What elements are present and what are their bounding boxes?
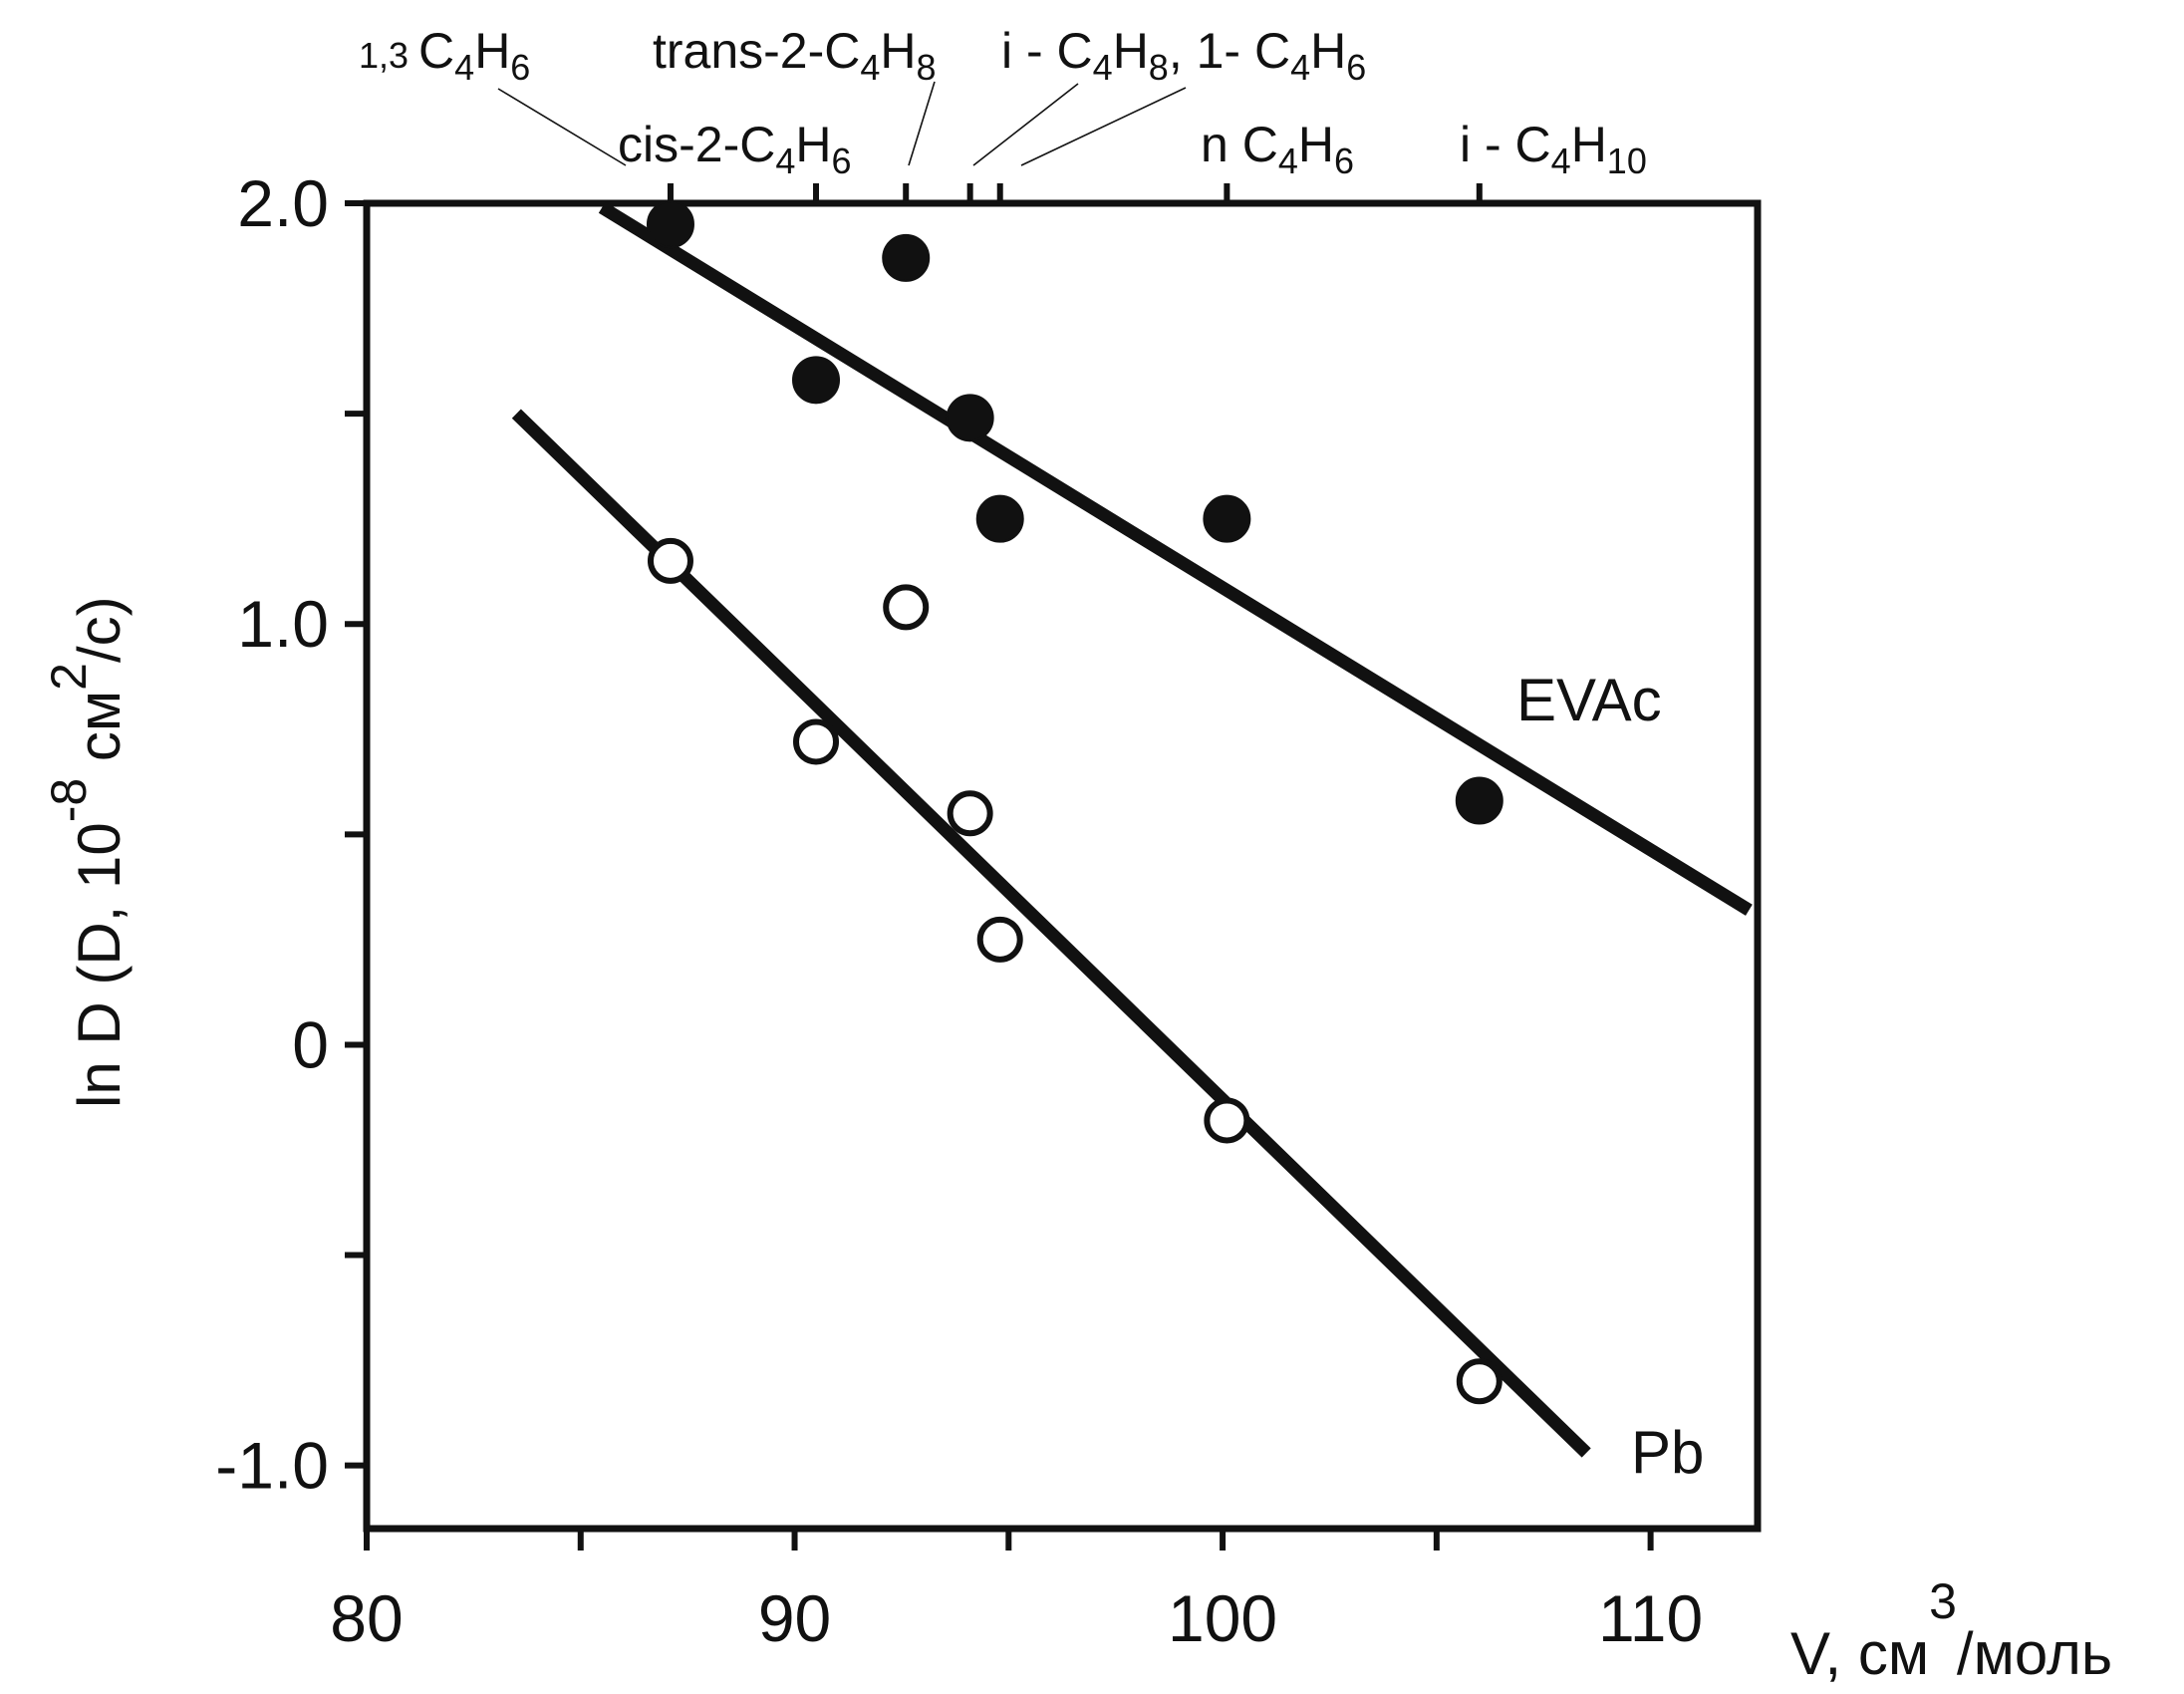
y-axis-title-part: ln D (D, 10 xyxy=(66,822,133,1108)
plot-frame xyxy=(363,199,1762,1533)
series-label-evac: EVAc xyxy=(1516,667,1662,733)
molecule-subscript: 6 xyxy=(1346,47,1366,88)
molecule-label-13-butadiene: 1,3 C4H6 xyxy=(359,23,530,88)
molecule-text: , 1- C xyxy=(1169,23,1290,79)
leader-line-trans-2 xyxy=(908,81,936,166)
molecule-subscript: 10 xyxy=(1607,141,1647,181)
molecule-subscript: 8 xyxy=(1149,47,1169,88)
molecule-text: H xyxy=(1310,23,1346,79)
molecule-text: 1,3 xyxy=(359,35,418,76)
molecule-label-cis-2: cis-2-C4H6 xyxy=(618,117,852,181)
molecule-text: H xyxy=(1298,117,1334,172)
y-tick-label: 2.0 xyxy=(237,166,329,240)
fit-line-pb xyxy=(511,409,1591,1458)
molecule-text: H xyxy=(795,117,831,172)
molecule-subscript: 4 xyxy=(775,141,795,181)
y-axis-title-part: /c) xyxy=(66,596,133,663)
molecule-label-iso-butene: i - C4H8, 1- C4H6 xyxy=(1001,23,1366,88)
y-axis-title-sup: -8 xyxy=(41,778,97,822)
data-point-evac xyxy=(792,356,841,405)
x-axis-title-tail: /моль xyxy=(1957,1620,2112,1687)
molecule-leader-lines xyxy=(497,81,1187,166)
axis-ticks xyxy=(345,183,1654,1551)
data-points xyxy=(646,200,1503,1405)
regression-lines xyxy=(511,201,1753,1458)
data-point-pb xyxy=(976,916,1023,963)
y-axis-title-part: см xyxy=(66,691,133,778)
x-tick-label: 110 xyxy=(1598,1581,1703,1655)
data-point-pb xyxy=(883,584,930,631)
data-point-pb xyxy=(793,718,840,765)
molecule-subscript: 8 xyxy=(917,47,937,88)
molecule-text: i - C xyxy=(1460,117,1551,172)
y-axis-title: ln D (D, 10-8 см2/c) xyxy=(41,596,133,1108)
leader-line-1-butene xyxy=(1020,87,1187,166)
molecule-text: trans-2-C xyxy=(653,23,860,79)
data-point-pb xyxy=(1456,1358,1502,1405)
x-tick-label: 100 xyxy=(1168,1581,1277,1655)
molecule-subscript: 6 xyxy=(831,141,851,181)
molecule-subscript: 4 xyxy=(1093,47,1113,88)
data-point-evac xyxy=(882,233,931,282)
molecule-text: n C xyxy=(1201,117,1278,172)
x-tick-label: 90 xyxy=(758,1581,831,1655)
molecule-subscript: 4 xyxy=(1290,47,1310,88)
molecule-subscript: 6 xyxy=(1334,141,1354,181)
molecule-subscript: 4 xyxy=(1551,141,1571,181)
y-axis-title-sup: 2 xyxy=(41,663,97,691)
molecule-text: cis-2-C xyxy=(618,117,775,172)
molecule-text: C xyxy=(418,23,454,79)
leader-line-iso-butene xyxy=(972,83,1079,166)
y-tick-label: -1.0 xyxy=(215,1429,329,1503)
y-tick-label: 0 xyxy=(292,1007,329,1081)
molecule-subscript: 4 xyxy=(860,47,880,88)
molecule-label-iso-butane: i - C4H10 xyxy=(1460,117,1647,181)
molecule-label-n-butane: n C4H6 xyxy=(1201,117,1354,181)
data-point-evac xyxy=(975,494,1024,543)
x-tick-label: 80 xyxy=(330,1581,403,1655)
x-axis-title: V, см3/моль xyxy=(1790,1573,2112,1687)
molecule-text: H xyxy=(880,23,916,79)
data-point-pb xyxy=(1204,1097,1250,1144)
data-point-pb xyxy=(947,790,993,837)
molecule-subscript: 4 xyxy=(454,47,474,88)
y-tick-label: 1.0 xyxy=(237,587,329,661)
molecule-subscript: 4 xyxy=(1278,141,1298,181)
data-point-evac xyxy=(1203,494,1251,543)
molecule-subscript: 6 xyxy=(510,47,530,88)
data-point-evac xyxy=(646,200,694,249)
molecule-text: H xyxy=(1113,23,1149,79)
fit-line-evac xyxy=(598,201,1753,916)
molecule-text: H xyxy=(1571,117,1607,172)
data-point-evac xyxy=(946,394,994,442)
series-label-pb: Pb xyxy=(1631,1419,1704,1486)
x-axis-title-sup: 3 xyxy=(1929,1573,1957,1629)
molecule-text: i - C xyxy=(1001,23,1093,79)
data-point-evac xyxy=(1455,776,1503,825)
data-point-pb xyxy=(647,537,693,584)
leader-line-13-butadiene xyxy=(497,88,627,166)
x-axis-title-main: V, см xyxy=(1790,1620,1929,1687)
molecule-text: H xyxy=(474,23,510,79)
molecule-label-trans-2: trans-2-C4H8 xyxy=(653,23,937,88)
